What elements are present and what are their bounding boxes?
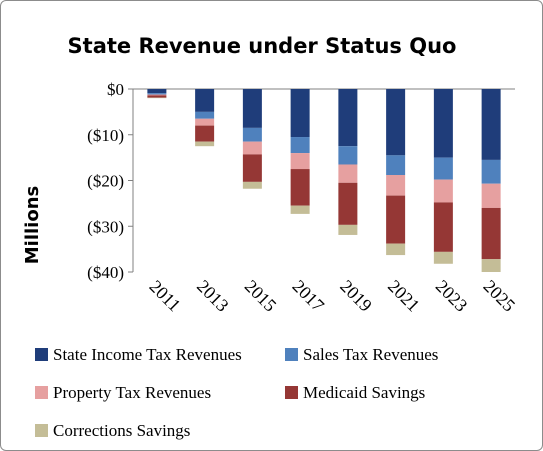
x-tick-label: 2021 bbox=[384, 276, 424, 316]
bar-segment bbox=[195, 111, 215, 119]
bar-segment bbox=[338, 146, 358, 165]
legend-label: State Income Tax Revenues bbox=[53, 345, 242, 364]
bar-segment bbox=[386, 175, 406, 196]
bar-segment bbox=[290, 89, 310, 138]
legend-swatch bbox=[35, 424, 48, 437]
chart-title: State Revenue under Status Quo bbox=[68, 34, 457, 58]
bar-segment bbox=[433, 202, 453, 252]
legend-swatch bbox=[285, 348, 298, 361]
bar-segment bbox=[433, 157, 453, 180]
y-axis-label: Millions bbox=[22, 186, 43, 265]
bar-segment bbox=[386, 195, 406, 244]
bar-segment bbox=[481, 183, 501, 208]
bar-segment bbox=[290, 205, 310, 214]
y-tick-label: ($20) bbox=[87, 172, 124, 191]
bar-segment bbox=[290, 137, 310, 154]
bar-segment bbox=[195, 118, 215, 126]
legend-label: Medicaid Savings bbox=[303, 383, 425, 402]
bar-segment bbox=[242, 141, 262, 155]
x-tick-label: 2013 bbox=[193, 276, 233, 316]
y-tick-label: ($30) bbox=[87, 217, 124, 236]
bar-segment bbox=[195, 89, 215, 112]
bar-segment bbox=[386, 243, 406, 256]
x-tick-label: 2025 bbox=[480, 276, 520, 316]
bar-segment bbox=[433, 89, 453, 158]
bar-segment bbox=[147, 93, 167, 95]
legend: State Income Tax Revenues Sales Tax Reven… bbox=[35, 345, 438, 440]
bar-segment bbox=[195, 125, 215, 142]
legend-label: Sales Tax Revenues bbox=[303, 345, 438, 364]
legend-swatch bbox=[35, 386, 48, 399]
bar-segment bbox=[290, 153, 310, 170]
x-tick-label: 2019 bbox=[336, 276, 376, 316]
bar-segment bbox=[481, 89, 501, 160]
bar-segment bbox=[195, 141, 215, 147]
plot-area: $0($10)($20)($30)($40)2011 2013 2015 2017 20… bbox=[87, 80, 519, 316]
y-tick-label: ($10) bbox=[87, 126, 124, 145]
bar-segment bbox=[338, 89, 358, 147]
bar-segment bbox=[290, 169, 310, 206]
bar-segment bbox=[481, 207, 501, 260]
legend-label: Corrections Savings bbox=[53, 421, 190, 440]
bar-segment bbox=[386, 89, 406, 156]
x-tick-label: 2017 bbox=[289, 276, 329, 316]
x-tick-label: 2015 bbox=[241, 276, 281, 316]
bar-segment bbox=[338, 182, 358, 225]
legend-label: Property Tax Revenues bbox=[53, 383, 211, 402]
bar-segment bbox=[242, 154, 262, 182]
legend-swatch bbox=[285, 386, 298, 399]
y-tick-label: ($40) bbox=[87, 263, 124, 282]
x-tick-label: 2011 bbox=[146, 276, 185, 315]
bar-segment bbox=[481, 159, 501, 184]
bar-segment bbox=[338, 224, 358, 235]
x-tick-label: 2023 bbox=[432, 276, 472, 316]
bar-segment bbox=[242, 89, 262, 128]
bar-segment bbox=[147, 89, 167, 94]
bar-segment bbox=[242, 181, 262, 189]
bar-segment bbox=[386, 155, 406, 176]
bar-segment bbox=[338, 164, 358, 183]
y-tick-label: $0 bbox=[107, 80, 124, 99]
bar-segment bbox=[242, 127, 262, 142]
bar-segment bbox=[433, 179, 453, 203]
bar-segment bbox=[481, 259, 501, 272]
bar-segment bbox=[433, 251, 453, 264]
legend-swatch bbox=[35, 348, 48, 361]
bar-segment bbox=[147, 94, 167, 96]
bar-segment bbox=[147, 95, 167, 98]
